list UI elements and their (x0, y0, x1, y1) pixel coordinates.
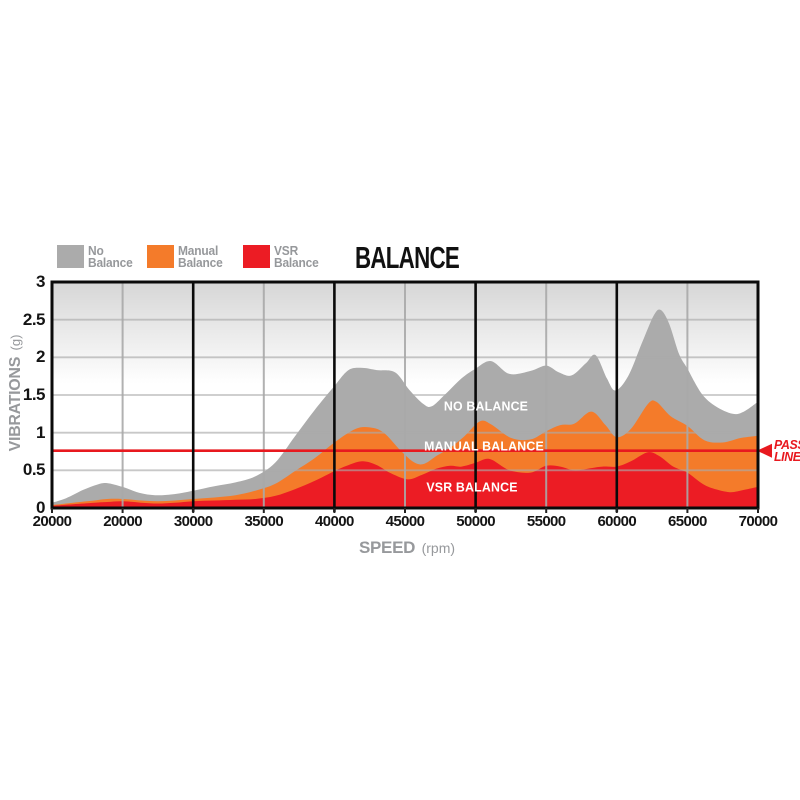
x-axis-title-text: SPEED (358, 538, 416, 557)
x-tick-label: 20000 (32, 513, 72, 530)
y-tick-label: 1.5 (22, 385, 46, 404)
x-tick-label: 50000 (456, 513, 495, 530)
x-tick-label: 20000 (103, 513, 142, 530)
y-axis-title-text: VIBRATIONS (7, 356, 24, 452)
x-axis-title: SPEED (rpm) (359, 538, 455, 558)
x-tick-label: 35000 (244, 513, 284, 530)
no-balance-swatch-icon (57, 245, 84, 268)
pass-line-label-line1: PASS (774, 437, 800, 452)
x-tick-label: 55000 (526, 513, 566, 530)
y-axis-unit: (g) (8, 334, 23, 351)
vsr-balance-swatch-icon (243, 245, 270, 268)
y-tick-label: 0 (36, 498, 45, 517)
chart-title: BALANCE (354, 240, 460, 275)
legend-label: Balance (178, 255, 223, 270)
y-tick-label: 2.5 (22, 309, 46, 329)
legend-label: VSR (274, 243, 299, 258)
x-tick-label: 45000 (385, 513, 425, 530)
legend-label: No (88, 243, 104, 258)
y-axis-title: VIBRATIONS (g) (7, 335, 25, 452)
y-tick-label: 2 (36, 347, 45, 367)
y-tick-label: 3 (36, 272, 45, 291)
no-balance-area-label: NO BALANCE (443, 398, 529, 414)
x-tick-label: 30000 (173, 513, 213, 530)
legend-label: Balance (88, 255, 133, 270)
x-tick-label: 65000 (668, 513, 707, 530)
y-tick-label: 0.5 (22, 460, 46, 480)
manual-balance-area-label: MANUAL BALANCE (424, 438, 544, 454)
legend-label: Balance (274, 255, 319, 270)
legend-label: Manual (178, 243, 219, 258)
pass-line-label: PASS LINE (774, 437, 800, 464)
manual-balance-swatch-icon (147, 245, 174, 268)
vsr-balance-area-label: VSR BALANCE (426, 479, 518, 495)
y-tick-label: 1 (36, 422, 45, 442)
legend-item-manual-balance: Manual Balance (147, 243, 226, 270)
pass-line-label-line2: LINE (774, 449, 800, 464)
x-tick-label: 70000 (738, 513, 778, 530)
legend-item-vsr-balance: VSR Balance (243, 243, 322, 270)
x-tick-label: 40000 (315, 513, 354, 530)
x-tick-label: 60000 (597, 513, 637, 530)
x-axis-unit: (rpm) (421, 540, 456, 556)
legend-item-no-balance: No Balance (57, 243, 136, 270)
